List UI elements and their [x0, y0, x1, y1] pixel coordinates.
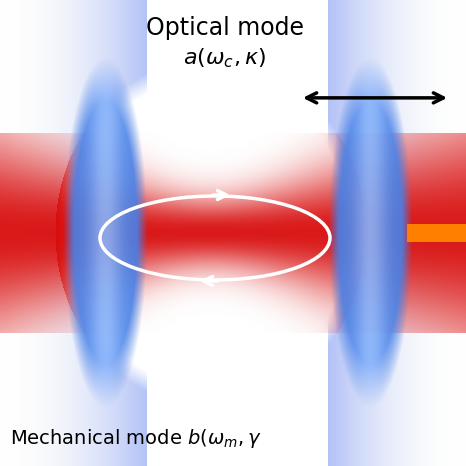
Text: $a(\omega_c, \kappa)$: $a(\omega_c, \kappa)$ [183, 46, 267, 70]
Text: Mechanical mode $b(\omega_m, \gamma$: Mechanical mode $b(\omega_m, \gamma$ [10, 426, 262, 450]
Bar [407, 224, 466, 242]
Text: Optical mode: Optical mode [146, 16, 304, 40]
